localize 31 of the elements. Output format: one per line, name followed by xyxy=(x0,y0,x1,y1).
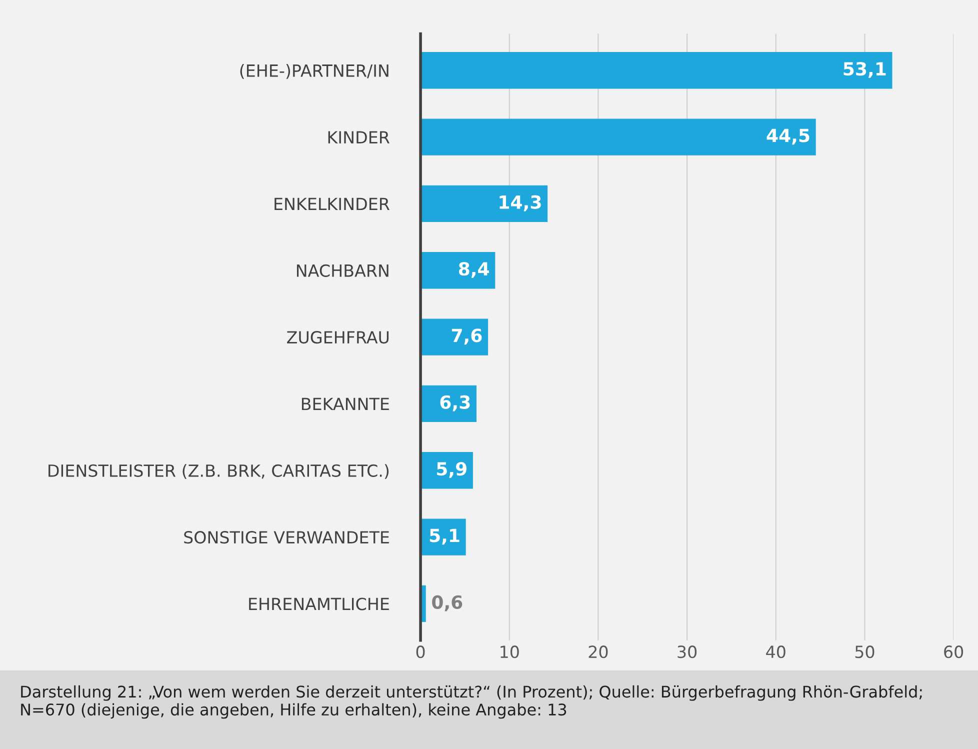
x-tick-label: 40 xyxy=(766,646,786,658)
y-tick-label: SONSTIGE VERWANDETE xyxy=(184,531,389,544)
y-tick-label: DIENSTLEISTER (Z.B. BRK, CARITAS ETC.) xyxy=(48,464,389,479)
x-tick-label: 50 xyxy=(855,646,874,658)
x-tick-label: 20 xyxy=(588,646,608,658)
y-tick-label: NACHBARN xyxy=(296,264,388,277)
y-tick-label: EHRENAMTLICHE xyxy=(249,598,389,610)
y-tick-label: BEKANNTE xyxy=(302,398,389,410)
bar xyxy=(420,118,816,156)
data-label: 53,1 xyxy=(844,62,886,78)
data-label: 5,1 xyxy=(430,528,460,545)
y-tick-label: KINDER xyxy=(328,131,390,144)
x-tick-label: 60 xyxy=(944,646,964,658)
data-label: 8,4 xyxy=(458,262,490,278)
bar xyxy=(420,52,892,89)
y-tick-label: (EHE-)PARTNER/IN xyxy=(240,64,388,79)
bar xyxy=(420,318,488,356)
data-label: 14,3 xyxy=(500,195,541,212)
x-tick-label: 30 xyxy=(678,646,697,658)
x-tick-label: 0 xyxy=(416,646,425,658)
data-label: 7,6 xyxy=(452,328,482,345)
data-label: 5,9 xyxy=(437,462,466,478)
data-label: 6,3 xyxy=(440,395,470,412)
bar xyxy=(420,252,496,289)
data-label: 0,6 xyxy=(432,595,462,612)
y-tick-label: ZUGEHFRAU xyxy=(287,331,389,344)
bar xyxy=(420,185,548,222)
y-tick-label: ENKELKINDER xyxy=(274,198,390,210)
x-tick-label: 10 xyxy=(500,646,519,658)
text: Darstellung 21: „Von wem werden Sie derzeit unterstützt?“ (In Prozent); Quelle: Bürgerbefragung Rhön-Grabfeld; N=670 (diejenige, die angeben, Hilfe zu erhalten), keine Angabe: 13 xyxy=(21,685,922,719)
data-label: 44,5 xyxy=(766,128,810,145)
